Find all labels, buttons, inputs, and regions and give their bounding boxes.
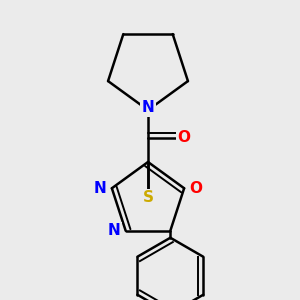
Text: N: N [94, 181, 107, 196]
Text: S: S [142, 190, 154, 206]
Text: N: N [142, 100, 154, 116]
Text: O: O [178, 130, 190, 146]
Text: O: O [189, 181, 202, 196]
Text: N: N [108, 223, 121, 238]
